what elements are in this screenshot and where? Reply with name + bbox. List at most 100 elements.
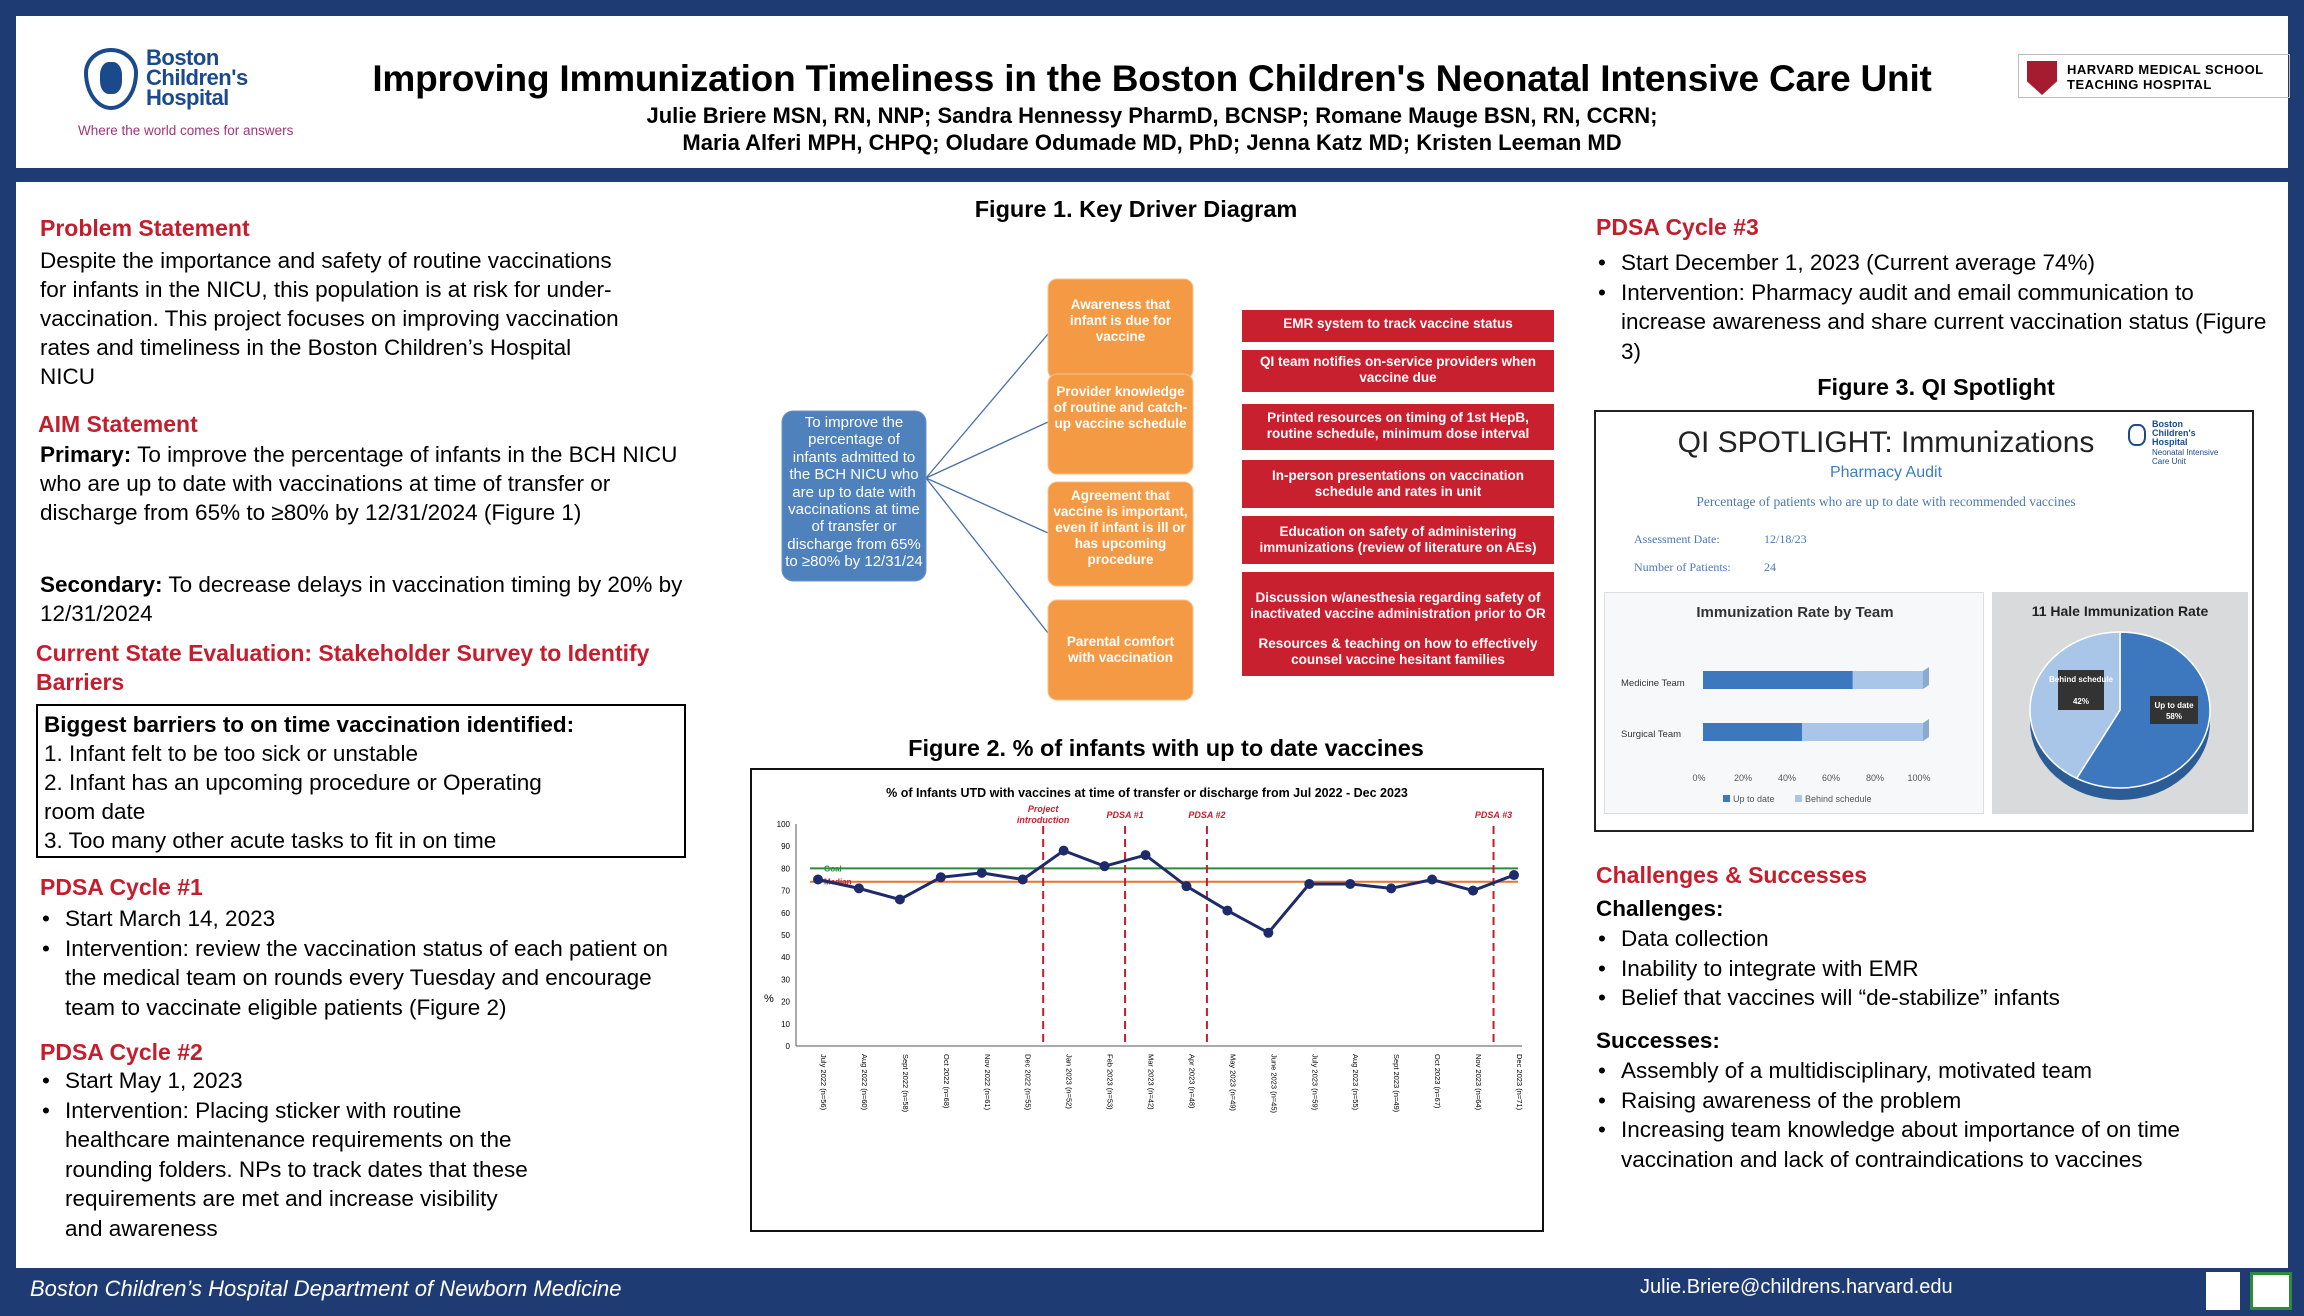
list-item: Intervention: Placing sticker with routi… bbox=[38, 1096, 538, 1244]
problem-text: Despite the importance and safety of rou… bbox=[40, 248, 619, 389]
bch-logo: Boston Children's Hospital Where the world… bbox=[66, 30, 296, 140]
kdd-driver-3: Agreement that vaccine is important, eve… bbox=[1047, 481, 1194, 587]
x-tick-label: July 2023 (n=59) bbox=[1310, 1054, 1319, 1111]
series-line bbox=[817, 848, 1515, 935]
y-tick-label: 100 bbox=[777, 820, 791, 829]
x-tick-label: Aug 2022 (n=60) bbox=[860, 1054, 869, 1111]
data-point bbox=[935, 872, 946, 883]
data-point bbox=[1468, 885, 1479, 896]
qi-patients: 24 bbox=[1764, 560, 1776, 574]
kdd-aim-text: To improve the percentage of infants adm… bbox=[785, 414, 923, 571]
y-tick-label: 10 bbox=[781, 1020, 790, 1029]
footer-email[interactable]: Julie.Briere@childrens.harvard.edu bbox=[1640, 1276, 1953, 1298]
x-tick-label: Oct 2022 (n=68) bbox=[942, 1054, 951, 1109]
harvard-line-2: TEACHING HOSPITAL bbox=[2067, 77, 2212, 92]
data-point bbox=[894, 894, 905, 905]
annotation-label: Project bbox=[1028, 804, 1060, 814]
x-tick-label: May 2023 (n=49) bbox=[1228, 1054, 1237, 1111]
x-tick-label: Dec 2023 (n=71) bbox=[1515, 1054, 1524, 1111]
aim-secondary: Secondary: To decrease delays in vaccina… bbox=[40, 572, 683, 626]
annotation-label: PDSA #1 bbox=[1106, 810, 1143, 820]
poster-body: Problem Statement Despite the importance… bbox=[16, 182, 2288, 1268]
barriers-box: Biggest barriers to on time vaccination … bbox=[36, 704, 686, 858]
hale-up-pct: 58% bbox=[2166, 712, 2182, 721]
team-tick-label: 0% bbox=[1692, 773, 1705, 783]
team-tick-label: 40% bbox=[1778, 773, 1796, 783]
pdsa1-list: Start March 14, 2023 Intervention: revie… bbox=[38, 904, 698, 1022]
legend-behind: Behind schedule bbox=[1805, 794, 1872, 804]
harvard-line-1: HARVARD MEDICAL SCHOOL bbox=[2067, 62, 2264, 77]
team-tick-label: 80% bbox=[1866, 773, 1884, 783]
x-tick-label: Nov 2022 (n=61) bbox=[983, 1054, 992, 1111]
barrier-2a: 2. Infant has an upcoming procedure or O… bbox=[44, 770, 542, 795]
team-tick-label: 20% bbox=[1734, 773, 1752, 783]
data-point bbox=[1263, 927, 1274, 938]
y-tick-label: 70 bbox=[781, 887, 790, 896]
data-point bbox=[976, 867, 987, 878]
run-chart-frame: % of Infants UTD with vaccines at time o… bbox=[750, 768, 1544, 1232]
y-tick-label: 80 bbox=[781, 864, 790, 873]
qi-description: Percentage of patients who are up to dat… bbox=[1696, 494, 2076, 509]
aim-heading: AIM Statement bbox=[38, 411, 198, 437]
y-tick-label: 50 bbox=[781, 931, 790, 940]
data-point bbox=[1509, 870, 1519, 881]
qi-date: 12/18/23 bbox=[1764, 532, 1807, 546]
hale-up-label: Up to date bbox=[2154, 701, 2194, 710]
kdd-driver-4-text: Parental comfort with vaccination bbox=[1066, 634, 1175, 665]
team-chart-title: Immunization Rate by Team bbox=[1696, 604, 1893, 621]
team-bar-up bbox=[1703, 723, 1802, 741]
kdd-intervention-4: In-person presentations on vaccination s… bbox=[1271, 468, 1525, 499]
kdd-driver-2: Provider knowledge of routine and catch-… bbox=[1047, 373, 1194, 475]
challenges-label: Challenges: bbox=[1596, 896, 1724, 921]
key-driver-diagram: To improve the percentage of infants adm… bbox=[696, 254, 1576, 894]
list-item: Belief that vaccines will “de-stabilize”… bbox=[1594, 983, 2274, 1013]
successes-list: Assembly of a multidisciplinary, motivat… bbox=[1594, 1056, 2274, 1174]
qi-subtitle: Pharmacy Audit bbox=[1829, 464, 1943, 481]
list-item: Increasing team knowledge about importan… bbox=[1594, 1115, 2274, 1174]
list-item: Assembly of a multidisciplinary, motivat… bbox=[1594, 1056, 2274, 1086]
header: Boston Children's Hospital Where the world… bbox=[16, 16, 2290, 168]
cs-heading: Challenges & Successes bbox=[1596, 862, 1868, 888]
fig2-title: Figure 2. % of infants with up to date v… bbox=[908, 735, 1424, 761]
pie-slice-up bbox=[2075, 631, 2211, 789]
run-chart: % of Infants UTD with vaccines at time o… bbox=[764, 786, 1524, 1114]
y-tick-label: 20 bbox=[781, 998, 790, 1007]
harvard-shield-icon bbox=[2027, 61, 2057, 95]
annotation-label: introduction bbox=[1017, 815, 1070, 825]
legend-up: Up to date bbox=[1733, 794, 1775, 804]
kdd-driver-4: Parental comfort with vaccination bbox=[1047, 599, 1194, 701]
award-badge-icon bbox=[2250, 1272, 2292, 1310]
aim-primary: Primary: To improve the percentage of in… bbox=[40, 442, 678, 525]
data-point bbox=[1140, 850, 1151, 861]
run-chart-title: % of Infants UTD with vaccines at time o… bbox=[886, 786, 1408, 800]
list-item: Inability to integrate with EMR bbox=[1594, 954, 2274, 984]
kdd-intervention-1: EMR system to track vaccine status bbox=[1283, 316, 1513, 331]
x-tick-label: Dec 2022 (n=55) bbox=[1024, 1054, 1033, 1111]
bch-shield-icon bbox=[84, 48, 138, 110]
x-tick-label: Feb 2023 (n=53) bbox=[1106, 1054, 1115, 1110]
barrier-2b: room date bbox=[44, 799, 146, 824]
qi-patients-label: Number of Patients: bbox=[1634, 560, 1731, 574]
footer-department: Boston Children’s Hospital Department of… bbox=[30, 1276, 622, 1301]
qi-spotlight: QI SPOTLIGHT: Immunizations Pharmacy Aud… bbox=[1594, 410, 2254, 832]
x-tick-label: Mar 2023 (n=42) bbox=[1147, 1054, 1156, 1110]
kdd-intervention-3: Printed resources on timing of 1st HepB,… bbox=[1266, 410, 1530, 441]
x-tick-label: July 2022 (n=56) bbox=[819, 1054, 828, 1111]
team-label-2: Surgical Team bbox=[1621, 729, 1681, 740]
list-item: Intervention: review the vaccination sta… bbox=[38, 934, 698, 1023]
kdd-interventions: EMR system to track vaccine status QI te… bbox=[1242, 310, 1554, 676]
data-point bbox=[853, 883, 864, 894]
x-tick-label: Sept 2023 (n=49) bbox=[1392, 1054, 1401, 1113]
problem-heading: Problem Statement bbox=[40, 215, 250, 241]
hale-chart-title: 11 Hale Immunization Rate bbox=[2032, 603, 2209, 619]
kdd-aim-box bbox=[781, 410, 927, 582]
bch-logo-text: Boston Children's Hospital bbox=[146, 45, 248, 110]
qi-title: QI SPOTLIGHT: Immunizations bbox=[1677, 426, 2095, 459]
pdsa1-heading: PDSA Cycle #1 bbox=[40, 874, 203, 900]
barrier-1: 1. Infant felt to be too sick or unstabl… bbox=[44, 741, 418, 766]
pdsa2-heading: PDSA Cycle #2 bbox=[40, 1039, 203, 1065]
challenges-list: Data collection Inability to integrate w… bbox=[1594, 924, 2274, 1013]
harvard-logo: HARVARD MEDICAL SCHOOL TEACHING HOSPITAL bbox=[2018, 54, 2290, 98]
poster-title: Improving Immunization Timeliness in the… bbox=[372, 58, 1932, 99]
